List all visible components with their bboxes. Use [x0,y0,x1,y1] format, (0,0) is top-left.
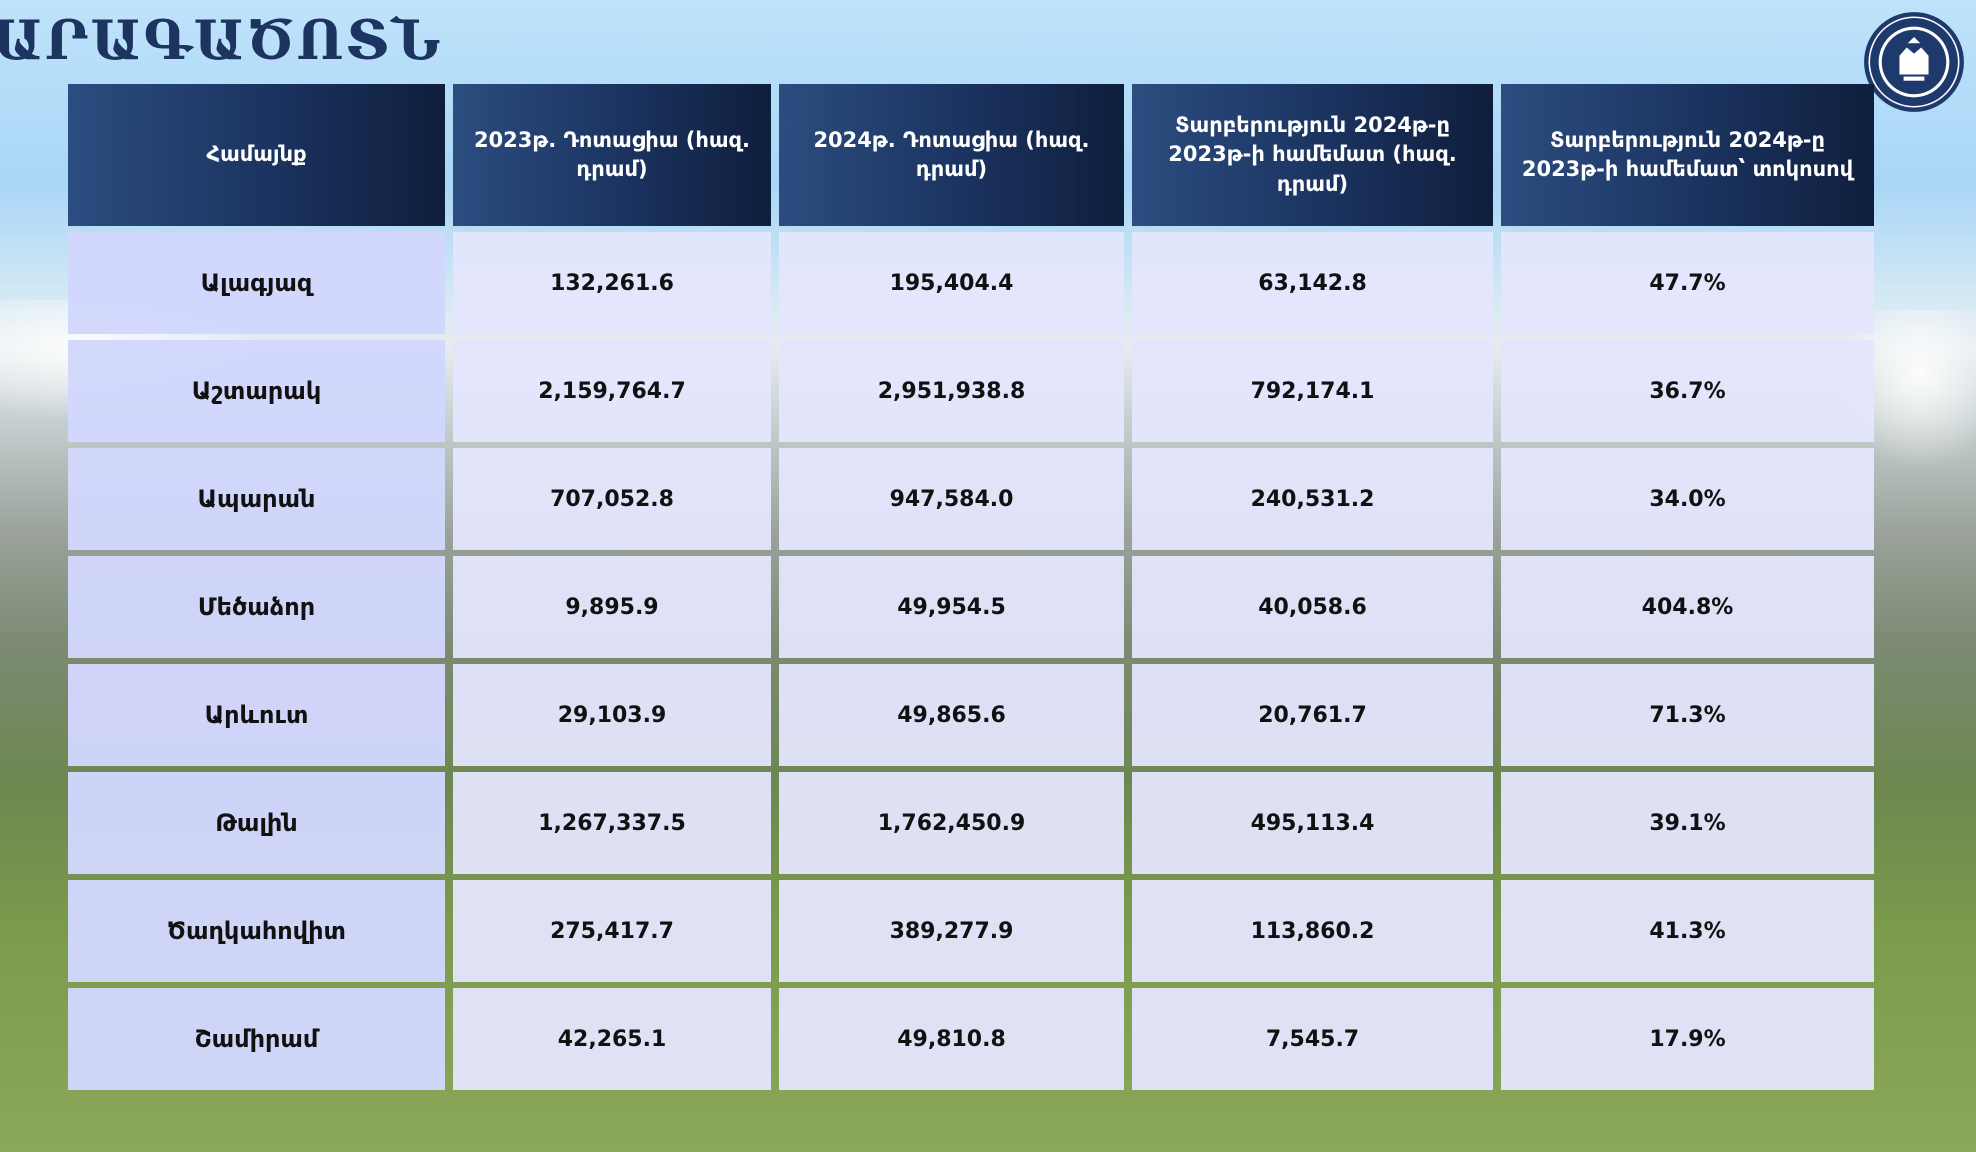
table-row: Աշտարակ 2,159,764.7 2,951,938.8 792,174.… [68,340,1874,442]
cell-community: Ալագյազ [68,232,445,334]
table-row: Ապարան 707,052.8 947,584.0 240,531.2 34.… [68,448,1874,550]
cell-community: Ապարան [68,448,445,550]
cell-community: Արևուտ [68,664,445,766]
cell-difference-percent: 39.1% [1501,772,1874,874]
cell-dotation-2024: 2,951,938.8 [779,340,1124,442]
cell-dotation-2024: 49,865.6 [779,664,1124,766]
table-row: Թալին 1,267,337.5 1,762,450.9 495,113.4 … [68,772,1874,874]
table-row: Ալագյազ 132,261.6 195,404.4 63,142.8 47.… [68,232,1874,334]
cell-difference-amount: 113,860.2 [1132,880,1493,982]
table-row: Արևուտ 29,103.9 49,865.6 20,761.7 71.3% [68,664,1874,766]
cell-dotation-2023: 42,265.1 [453,988,771,1090]
cell-difference-percent: 47.7% [1501,232,1874,334]
cell-difference-amount: 792,174.1 [1132,340,1493,442]
cell-dotation-2024: 49,810.8 [779,988,1124,1090]
cell-difference-percent: 71.3% [1501,664,1874,766]
cell-difference-amount: 40,058.6 [1132,556,1493,658]
header-dotation-2024: 2024թ. Դոտացիա (հազ. դրամ) [779,84,1124,226]
cell-dotation-2023: 707,052.8 [453,448,771,550]
header-difference-amount: Տարբերություն 2024թ-ը 2023թ-ի համեմատ (հ… [1132,84,1493,226]
cell-community: Ծաղկահովիտ [68,880,445,982]
cell-dotation-2023: 9,895.9 [453,556,771,658]
header-community: Համայնք [68,84,445,226]
dotation-table: Համայնք 2023թ. Դոտացիա (հազ. դրամ) 2024թ… [60,78,1882,1096]
cell-difference-percent: 404.8% [1501,556,1874,658]
cell-dotation-2023: 132,261.6 [453,232,771,334]
table-row: Մեծաձոր 9,895.9 49,954.5 40,058.6 404.8% [68,556,1874,658]
cell-difference-percent: 36.7% [1501,340,1874,442]
slide-title: ԱՐԱԳԱԾՈՏՆ [0,8,443,72]
table-row: Ծաղկահովիտ 275,417.7 389,277.9 113,860.2… [68,880,1874,982]
cell-dotation-2024: 195,404.4 [779,232,1124,334]
cell-dotation-2023: 1,267,337.5 [453,772,771,874]
table-row: Շամիրամ 42,265.1 49,810.8 7,545.7 17.9% [68,988,1874,1090]
cell-community: Թալին [68,772,445,874]
cell-dotation-2024: 389,277.9 [779,880,1124,982]
cell-difference-amount: 495,113.4 [1132,772,1493,874]
cell-difference-percent: 34.0% [1501,448,1874,550]
cell-dotation-2023: 29,103.9 [453,664,771,766]
cell-community: Շամիրամ [68,988,445,1090]
cell-community: Մեծաձոր [68,556,445,658]
cell-difference-percent: 17.9% [1501,988,1874,1090]
cell-dotation-2024: 947,584.0 [779,448,1124,550]
cell-difference-amount: 240,531.2 [1132,448,1493,550]
table-header-row: Համայնք 2023թ. Դոտացիա (հազ. դրամ) 2024թ… [68,84,1874,226]
cell-difference-amount: 7,545.7 [1132,988,1493,1090]
header-dotation-2023: 2023թ. Դոտացիա (հազ. դրամ) [453,84,771,226]
cell-dotation-2024: 1,762,450.9 [779,772,1124,874]
cell-dotation-2023: 2,159,764.7 [453,340,771,442]
cell-difference-amount: 63,142.8 [1132,232,1493,334]
cell-difference-percent: 41.3% [1501,880,1874,982]
seal-logo-icon [1864,12,1964,112]
cell-difference-amount: 20,761.7 [1132,664,1493,766]
cell-dotation-2024: 49,954.5 [779,556,1124,658]
header-difference-percent: Տարբերություն 2024թ-ը 2023թ-ի համեմատ՝ տ… [1501,84,1874,226]
cell-community: Աշտարակ [68,340,445,442]
cell-dotation-2023: 275,417.7 [453,880,771,982]
